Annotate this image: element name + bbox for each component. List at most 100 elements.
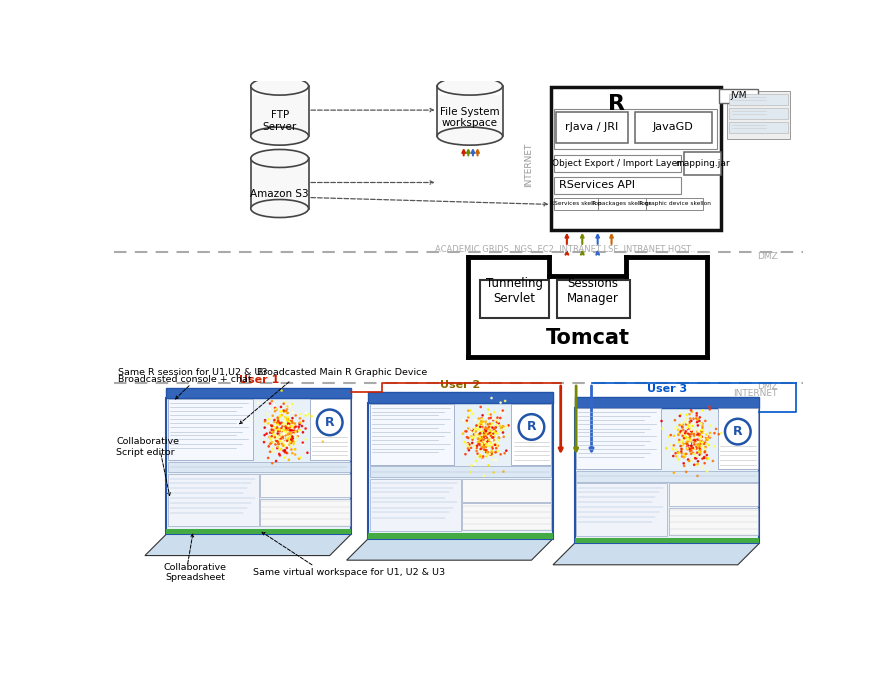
Point xyxy=(270,436,284,447)
Point xyxy=(281,417,295,428)
Point xyxy=(689,440,704,451)
Point xyxy=(495,426,510,437)
Point xyxy=(467,425,481,436)
Point xyxy=(267,399,282,410)
Point xyxy=(485,432,500,443)
Point xyxy=(469,430,484,441)
Point xyxy=(279,431,293,441)
Point xyxy=(670,429,685,440)
Point xyxy=(681,422,696,433)
Point xyxy=(278,428,292,439)
Point xyxy=(671,429,686,439)
Text: R: R xyxy=(608,94,625,114)
Point xyxy=(495,421,510,432)
Point xyxy=(244,414,258,425)
Point xyxy=(271,426,285,437)
Point xyxy=(486,407,501,418)
Point xyxy=(482,418,496,429)
Bar xyxy=(367,403,552,539)
Point xyxy=(299,447,314,458)
Point xyxy=(668,423,682,434)
Point xyxy=(690,429,704,439)
Point xyxy=(479,445,493,456)
Point xyxy=(705,456,720,466)
Text: Broadcasted console + chat: Broadcasted console + chat xyxy=(118,376,251,385)
Point xyxy=(681,429,696,440)
Point xyxy=(672,441,687,452)
Point xyxy=(270,422,284,433)
Point xyxy=(691,440,705,451)
Point xyxy=(688,408,703,418)
Point xyxy=(477,440,491,451)
Point xyxy=(292,418,307,429)
Point xyxy=(261,452,275,463)
Point xyxy=(471,433,485,444)
Point xyxy=(474,439,488,450)
Point xyxy=(268,438,283,449)
Point xyxy=(286,419,300,430)
Point xyxy=(485,450,499,460)
Point xyxy=(470,418,485,429)
Point xyxy=(687,439,701,450)
Point xyxy=(488,443,502,454)
Point xyxy=(478,411,493,422)
Point xyxy=(282,423,296,434)
Point xyxy=(476,431,490,442)
Point xyxy=(691,441,705,452)
Point xyxy=(472,432,486,443)
Point xyxy=(485,447,499,458)
Point xyxy=(268,429,283,440)
Point xyxy=(678,439,692,450)
Point xyxy=(476,454,490,465)
Point xyxy=(700,453,714,464)
Point xyxy=(496,466,510,477)
Point xyxy=(469,443,484,454)
Point xyxy=(270,428,284,439)
Point xyxy=(276,422,291,433)
Point xyxy=(272,413,286,424)
Point xyxy=(487,424,502,435)
Point xyxy=(490,412,504,423)
Point xyxy=(284,425,299,436)
Point xyxy=(283,422,297,433)
Text: Broadcasted Main R Graphic Device: Broadcasted Main R Graphic Device xyxy=(257,368,426,377)
Bar xyxy=(645,198,703,210)
Point xyxy=(489,420,503,431)
Point xyxy=(276,419,291,430)
Text: DMZ: DMZ xyxy=(756,383,777,391)
Point xyxy=(693,441,707,452)
Point xyxy=(466,432,480,443)
Point xyxy=(298,423,312,434)
Point xyxy=(687,441,702,452)
Point xyxy=(666,467,680,478)
Point xyxy=(692,446,706,457)
Point xyxy=(695,418,709,429)
Point xyxy=(484,429,498,440)
Point xyxy=(257,416,272,427)
Point xyxy=(465,424,479,435)
Point xyxy=(693,452,707,462)
Point xyxy=(670,424,685,435)
Point xyxy=(699,450,713,460)
Point xyxy=(478,445,493,456)
Point xyxy=(299,434,313,445)
Point xyxy=(270,412,284,423)
Point xyxy=(460,423,475,434)
Point xyxy=(477,471,491,481)
Point xyxy=(275,433,290,443)
Point xyxy=(284,444,299,455)
Point xyxy=(679,435,694,445)
Point xyxy=(471,451,485,462)
Point xyxy=(273,410,287,421)
Point xyxy=(286,421,300,432)
Point xyxy=(700,434,714,445)
Point xyxy=(666,431,680,441)
Point xyxy=(493,431,508,441)
Point xyxy=(672,410,687,421)
Point xyxy=(684,440,698,451)
Point xyxy=(274,401,288,412)
Point xyxy=(283,425,298,436)
Point xyxy=(486,439,501,450)
Point xyxy=(472,428,486,439)
Point xyxy=(467,429,481,440)
